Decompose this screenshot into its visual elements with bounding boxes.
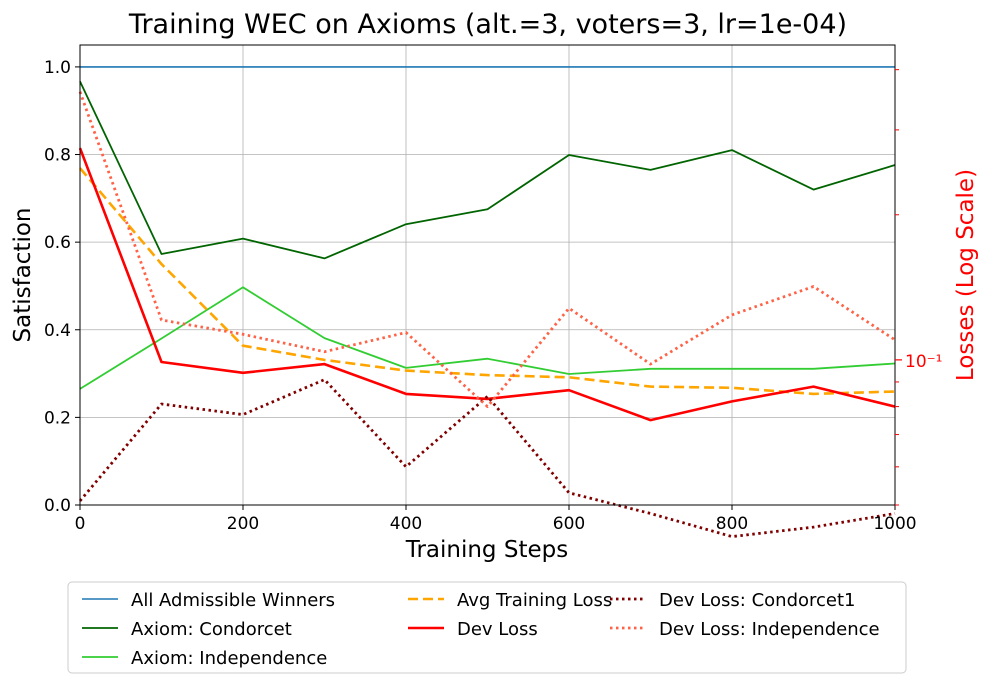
x-ticks: 0 200 400 600 800 1000 xyxy=(75,505,917,534)
legend-label: Avg Training Loss xyxy=(457,590,612,611)
series-line xyxy=(79,81,896,260)
y-tick-label: 0.4 xyxy=(44,321,71,341)
legend: All Admissible Winners Axiom: Condorcet Ax… xyxy=(67,581,907,674)
y-tick-label: 0.0 xyxy=(44,496,71,516)
chart-title: Training WEC on Axioms (alt.=3, voters=3… xyxy=(128,9,847,40)
legend-label: Dev Loss xyxy=(457,619,538,640)
y-tick-label: 1.0 xyxy=(44,58,71,78)
legend-label: Axiom: Condorcet xyxy=(131,619,292,640)
plot-frame xyxy=(79,44,896,506)
y-axis-label: Satisfaction xyxy=(10,208,36,343)
legend-frame xyxy=(67,581,907,674)
x-tick-label: 400 xyxy=(390,514,422,534)
y-tick-label: 0.8 xyxy=(44,146,71,166)
legend-label: Dev Loss: Independence xyxy=(659,619,880,640)
series-line xyxy=(78,147,896,422)
right-tick-label: 10⁻¹ xyxy=(905,352,942,372)
grid xyxy=(79,45,896,506)
x-tick-label: 200 xyxy=(227,514,259,534)
legend-label: Axiom: Independence xyxy=(131,648,327,669)
x-axis-label: Training Steps xyxy=(405,537,568,563)
series-line xyxy=(79,167,896,396)
x-tick-label: 0 xyxy=(75,514,86,534)
y-ticks: 0.0 0.2 0.4 0.6 0.8 1.0 xyxy=(44,58,80,516)
x-tick-label: 800 xyxy=(716,514,748,534)
x-tick-label: 600 xyxy=(553,514,585,534)
right-ticks: 10⁻¹ xyxy=(895,69,942,506)
series-line xyxy=(79,286,896,390)
y-tick-label: 0.2 xyxy=(44,408,71,428)
x-tick-label: 1000 xyxy=(873,514,916,534)
series-line xyxy=(78,91,896,409)
right-axis-label: Losses (Log Scale) xyxy=(953,169,979,381)
series-line xyxy=(78,378,896,538)
y-tick-label: 0.6 xyxy=(44,233,71,253)
series-lines xyxy=(78,66,896,538)
legend-label: Dev Loss: Condorcet1 xyxy=(659,590,856,611)
legend-label: All Admissible Winners xyxy=(131,590,335,611)
